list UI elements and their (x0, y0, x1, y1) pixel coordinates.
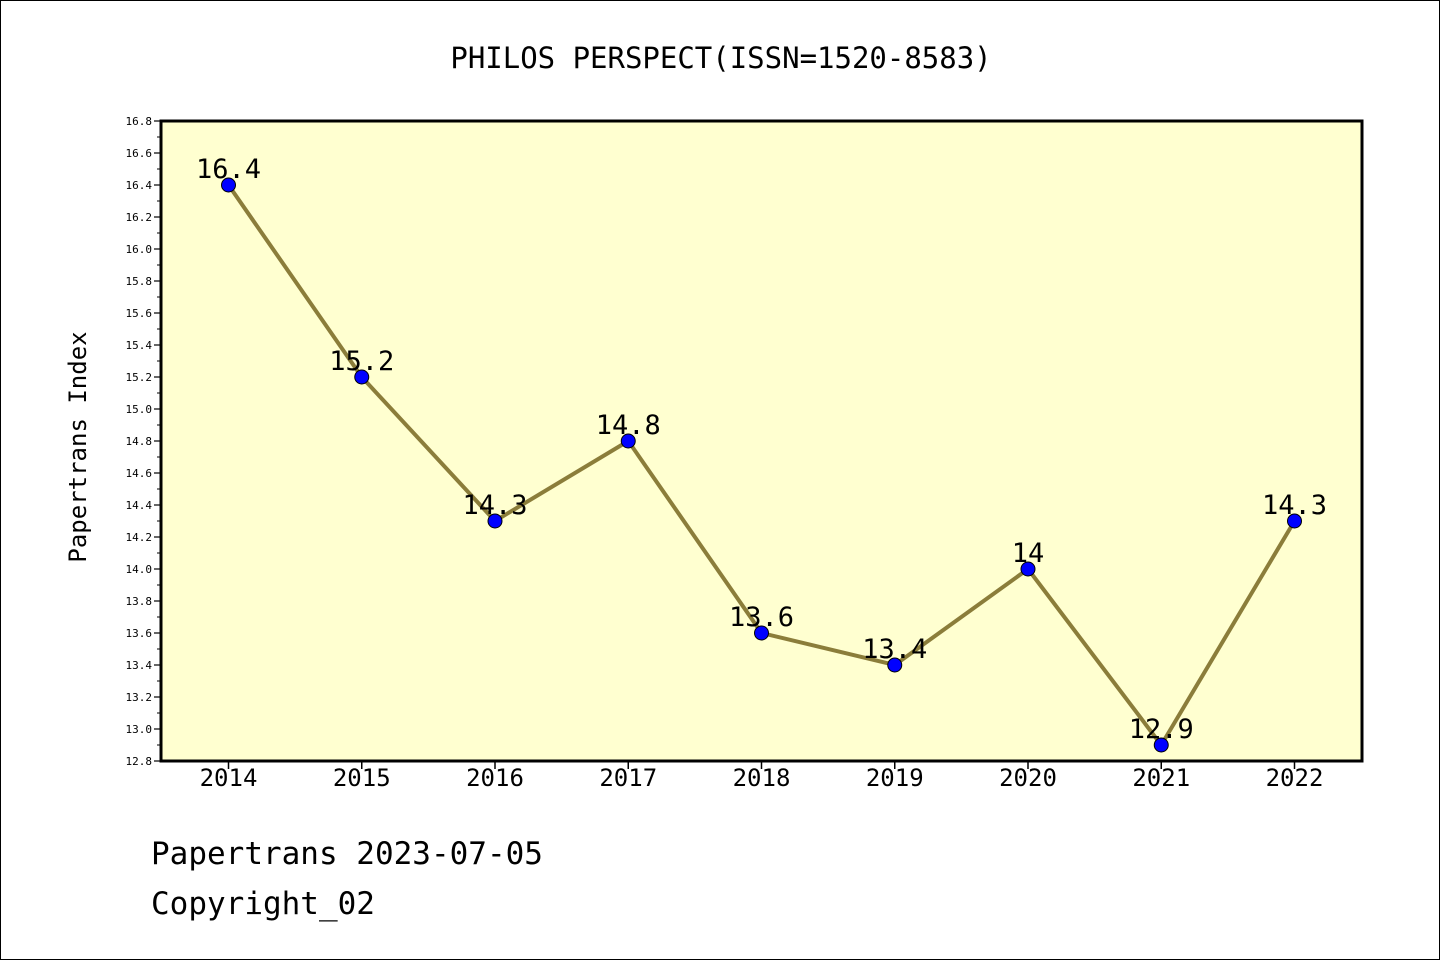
y-tick-label: 14.6 (126, 467, 153, 480)
data-label: 13.4 (862, 634, 927, 665)
data-point (1153, 737, 1169, 753)
data-label: 13.6 (729, 602, 794, 633)
footer-copyright: Copyright_02 (151, 886, 375, 922)
x-tick-label: 2022 (1266, 764, 1324, 792)
data-markers (221, 177, 1302, 753)
y-tick-label: 15.0 (126, 403, 153, 416)
y-tick-label: 14.2 (126, 531, 153, 544)
data-point (487, 513, 503, 529)
y-tick-label: 16.2 (126, 211, 153, 224)
y-tick-label: 16.4 (126, 179, 153, 192)
y-tick-label: 16.6 (126, 147, 153, 160)
y-tick-label: 14.8 (126, 435, 153, 448)
x-axis-ticks: 2014 2015 2016 2017 2018 2019 2020 2021 2022 (200, 761, 1324, 792)
chart-title: PHILOS PERSPECT(ISSN=1520-8583) (450, 41, 991, 75)
y-tick-label: 15.4 (126, 339, 153, 352)
y-axis-label: Papertrans Index (64, 331, 92, 562)
y-tick-label: 13.8 (126, 595, 153, 608)
data-point (354, 369, 370, 385)
x-tick-label: 2019 (866, 764, 924, 792)
y-tick-label: 15.8 (126, 275, 153, 288)
data-labels: 16.4 15.2 14.3 14.8 13.6 13.4 14 12.9 14.3 (196, 154, 1327, 745)
data-label: 14.3 (1262, 490, 1327, 521)
data-point (754, 625, 769, 641)
y-tick-label: 15.6 (126, 307, 153, 320)
data-label: 15.2 (329, 346, 394, 377)
y-tick-label: 12.8 (126, 755, 153, 768)
y-tick-label: 13.2 (126, 691, 153, 704)
y-tick-label: 13.0 (126, 723, 153, 736)
data-point (221, 177, 236, 193)
x-tick-label: 2018 (733, 764, 791, 792)
data-point (620, 433, 636, 449)
y-tick-label: 13.4 (126, 659, 153, 672)
x-tick-label: 2017 (599, 764, 657, 792)
y-tick-label: 16.0 (126, 243, 153, 256)
x-tick-label: 2016 (466, 764, 524, 792)
y-tick-label: 16.8 (126, 115, 153, 128)
y-tick-label: 14.4 (126, 499, 153, 512)
y-tick-label: 14.0 (126, 563, 153, 576)
data-label: 12.9 (1129, 714, 1194, 745)
y-tick-label: 13.6 (126, 627, 153, 640)
x-tick-label: 2020 (999, 764, 1057, 792)
plot-area (159, 119, 1364, 763)
footer-date: Papertrans 2023-07-05 (151, 836, 543, 872)
y-tick-label: 15.2 (126, 371, 153, 384)
data-label: 14 (1012, 538, 1045, 569)
y-axis-ticks: 12.8 13.0 13.2 13.4 13.6 13.8 14.0 14.2 14.4 14.6… (126, 115, 161, 768)
x-tick-label: 2021 (1132, 764, 1190, 792)
x-tick-label: 2014 (200, 764, 258, 792)
data-label: 16.4 (196, 154, 261, 185)
data-label: 14.3 (462, 490, 527, 521)
data-point (1287, 513, 1302, 529)
data-label: 14.8 (596, 410, 661, 441)
x-tick-label: 2015 (333, 764, 391, 792)
data-point (1020, 561, 1036, 577)
data-point (887, 657, 903, 673)
